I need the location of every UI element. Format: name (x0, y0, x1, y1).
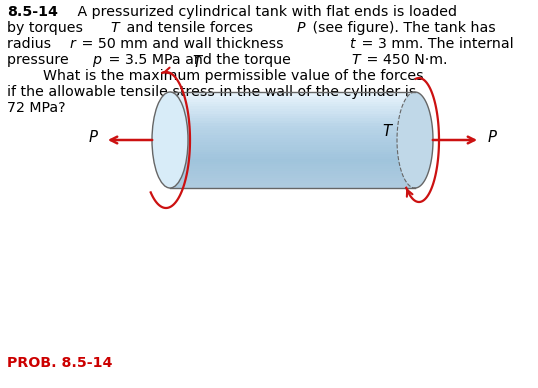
Text: and tensile forces: and tensile forces (122, 21, 258, 35)
Polygon shape (170, 106, 415, 109)
Polygon shape (170, 157, 415, 159)
Text: P: P (88, 130, 97, 144)
Polygon shape (170, 116, 415, 118)
Polygon shape (170, 118, 415, 121)
Polygon shape (170, 130, 415, 133)
Polygon shape (170, 169, 415, 171)
Text: What is the maximum permissible value of the forces: What is the maximum permissible value of… (7, 69, 428, 83)
Text: P: P (297, 21, 306, 35)
Polygon shape (170, 164, 415, 166)
Text: r: r (70, 37, 75, 51)
Polygon shape (170, 111, 415, 114)
Polygon shape (170, 150, 415, 152)
Polygon shape (170, 152, 415, 154)
Polygon shape (170, 145, 415, 147)
Text: = 50 mm and wall thickness: = 50 mm and wall thickness (77, 37, 288, 51)
Polygon shape (170, 176, 415, 178)
Polygon shape (170, 142, 415, 145)
Polygon shape (170, 178, 415, 181)
Polygon shape (170, 173, 415, 176)
Polygon shape (170, 185, 415, 188)
Text: = 3 mm. The internal: = 3 mm. The internal (357, 37, 513, 51)
Text: pressure: pressure (7, 53, 73, 67)
Text: 8.5-14: 8.5-14 (7, 5, 58, 19)
Text: A pressurized cylindrical tank with flat ends is loaded: A pressurized cylindrical tank with flat… (73, 5, 457, 19)
Text: PROB. 8.5-14: PROB. 8.5-14 (7, 356, 112, 370)
Text: radius: radius (7, 37, 55, 51)
Polygon shape (170, 140, 415, 142)
Text: = 3.5 MPa and the torque: = 3.5 MPa and the torque (104, 53, 295, 67)
Text: T: T (382, 125, 391, 140)
Ellipse shape (397, 92, 433, 188)
Polygon shape (170, 123, 415, 126)
Polygon shape (170, 161, 415, 164)
Text: T: T (111, 21, 119, 35)
Polygon shape (170, 94, 415, 97)
Polygon shape (170, 121, 415, 123)
Text: T: T (192, 55, 201, 70)
Text: T: T (351, 53, 360, 67)
Polygon shape (170, 126, 415, 128)
Polygon shape (170, 114, 415, 116)
Polygon shape (170, 135, 415, 138)
Polygon shape (170, 159, 415, 161)
Polygon shape (170, 154, 415, 157)
Polygon shape (170, 102, 415, 104)
Text: if the allowable tensile stress in the wall of the cylinder is: if the allowable tensile stress in the w… (7, 85, 416, 99)
Polygon shape (170, 97, 415, 99)
Text: (see figure). The tank has: (see figure). The tank has (308, 21, 495, 35)
Polygon shape (170, 99, 415, 102)
Polygon shape (170, 183, 415, 185)
Polygon shape (170, 104, 415, 106)
Polygon shape (170, 133, 415, 135)
Text: = 450 N·m.: = 450 N·m. (362, 53, 448, 67)
Polygon shape (170, 166, 415, 169)
Polygon shape (170, 92, 415, 94)
Text: P: P (487, 130, 497, 144)
Text: t: t (350, 37, 355, 51)
Polygon shape (170, 147, 415, 150)
Polygon shape (170, 171, 415, 173)
Polygon shape (170, 181, 415, 183)
Ellipse shape (152, 92, 188, 188)
Text: p: p (93, 53, 102, 67)
Text: by torques: by torques (7, 21, 88, 35)
Text: 72 MPa?: 72 MPa? (7, 101, 66, 115)
Polygon shape (170, 109, 415, 111)
Polygon shape (170, 138, 415, 140)
Polygon shape (170, 128, 415, 130)
